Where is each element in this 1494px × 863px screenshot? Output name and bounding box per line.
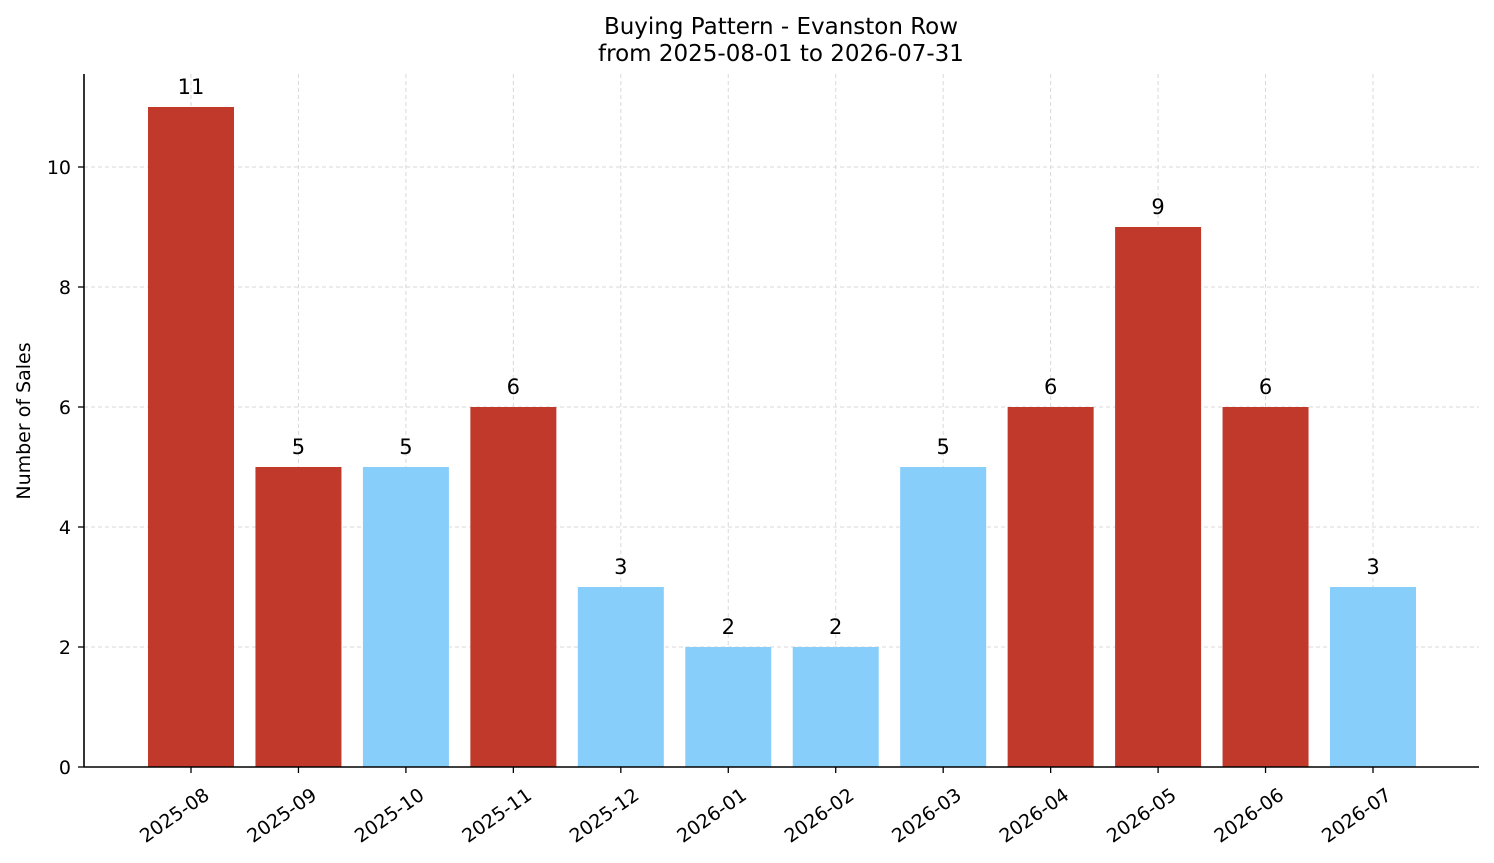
chart-subtitle: from 2025-08-01 to 2026-07-31 [598, 41, 964, 67]
x-tick-label: 2026-06 [1210, 784, 1288, 848]
x-tick-label: 2025-11 [458, 784, 536, 848]
bar [1222, 407, 1309, 767]
bar [685, 647, 772, 767]
y-tick-label: 10 [47, 157, 71, 179]
bar-value-label: 6 [1259, 375, 1272, 399]
y-axis-title: Number of Sales [13, 342, 35, 499]
bar [470, 407, 557, 767]
x-tick-label: 2025-09 [243, 784, 321, 848]
bar [1115, 227, 1202, 767]
bar [1330, 587, 1416, 767]
bar [255, 467, 342, 767]
bar-value-label: 5 [399, 435, 412, 459]
x-tick-label: 2026-03 [888, 784, 966, 848]
x-tick-label: 2026-07 [1318, 784, 1396, 848]
y-tick-label: 4 [59, 517, 71, 539]
bar [362, 467, 449, 767]
bar-value-label: 11 [178, 75, 205, 99]
bar [1007, 407, 1094, 767]
bar-value-label: 3 [1366, 555, 1379, 579]
y-tick-label: 8 [59, 277, 71, 299]
x-tick-label: 2026-02 [781, 784, 859, 848]
x-tick-label: 2026-05 [1103, 784, 1181, 848]
x-tick-label: 2025-10 [351, 784, 429, 848]
bar-value-label: 2 [829, 615, 842, 639]
y-tick-label: 2 [59, 637, 71, 659]
y-tick-label: 0 [59, 757, 71, 779]
bar-value-label: 6 [507, 375, 520, 399]
chart-title: Buying Pattern - Evanston Row [604, 14, 958, 40]
bar [148, 107, 234, 767]
bars-layer [148, 107, 1416, 767]
bar-value-label: 2 [722, 615, 735, 639]
bar-value-label: 5 [292, 435, 305, 459]
x-tick-label: 2026-01 [673, 784, 751, 848]
bar [792, 647, 879, 767]
x-tick-label: 2025-08 [136, 784, 214, 848]
bar [577, 587, 664, 767]
data-labels-layer: 11 5 5 6 3 2 2 5 6 9 6 3 [178, 75, 1380, 639]
bar-value-label: 6 [1044, 375, 1057, 399]
x-tick-label: 2025-12 [566, 784, 644, 848]
bar-value-label: 9 [1151, 195, 1164, 219]
bar-value-label: 5 [936, 435, 949, 459]
y-tick-label: 6 [59, 397, 71, 419]
bar-value-label: 3 [614, 555, 627, 579]
bar [900, 467, 987, 767]
x-tick-label: 2026-04 [995, 784, 1073, 848]
